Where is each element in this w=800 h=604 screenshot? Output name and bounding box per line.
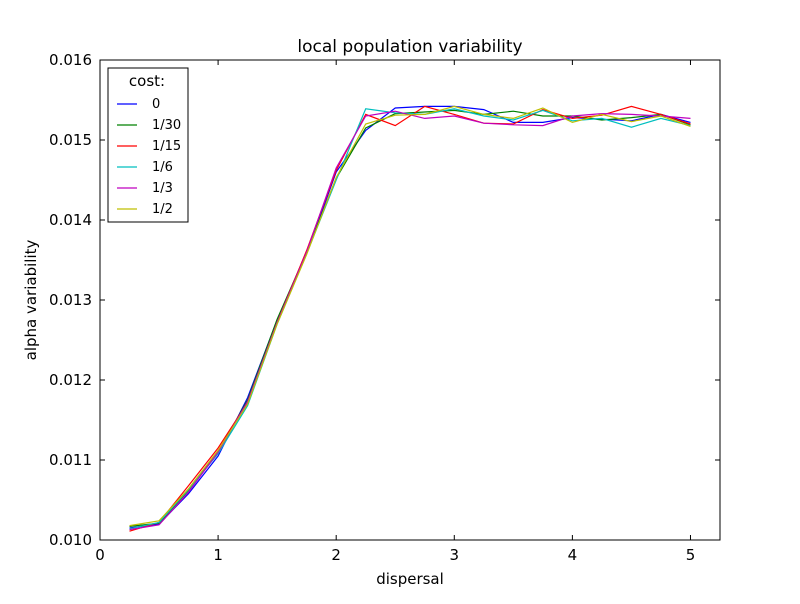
- y-tick-label: 0.014: [49, 211, 92, 229]
- x-tick-label: 2: [331, 546, 341, 564]
- x-tick-label: 0: [95, 546, 105, 564]
- plot-frame: [99, 59, 721, 541]
- y-tick-label: 0.013: [49, 291, 92, 309]
- y-tick-label: 0.012: [49, 371, 92, 389]
- x-tick-label: 5: [686, 546, 696, 564]
- legend-label: 1/3: [152, 181, 173, 196]
- legend-box: [107, 67, 189, 223]
- axis-ticks: 0 1 2 3 4 5 0.010 0.011 0.012 0.013 0.014 0.015 0.01…: [49, 51, 720, 564]
- y-tick-label: 0.011: [49, 451, 92, 469]
- legend-entries: 0 1/30 1/15 1/6 1/3 1/2: [117, 97, 181, 217]
- x-tick-label: 4: [568, 546, 578, 564]
- legend-label: 1/15: [152, 139, 181, 154]
- series-lines: [129, 105, 691, 532]
- legend-label: 1/6: [152, 160, 173, 175]
- y-tick-label: 0.015: [49, 131, 92, 149]
- legend-label: 1/2: [152, 202, 173, 217]
- x-tick-label: 3: [450, 546, 460, 564]
- y-tick-label: 0.016: [49, 51, 92, 69]
- x-tick-label: 1: [213, 546, 223, 564]
- chart-title: local population variability: [297, 37, 522, 57]
- series-line: [129, 108, 691, 530]
- y-tick-label: 0.010: [49, 531, 92, 549]
- legend-title: cost:: [129, 72, 165, 90]
- x-axis-label: dispersal: [376, 570, 444, 588]
- legend: cost: 0 1/30 1/15 1/6 1/3 1/2: [107, 67, 189, 223]
- legend-label: 0: [152, 97, 160, 112]
- series-line: [129, 105, 691, 527]
- y-axis-label: alpha variability: [22, 240, 40, 361]
- legend-label: 1/30: [152, 118, 181, 133]
